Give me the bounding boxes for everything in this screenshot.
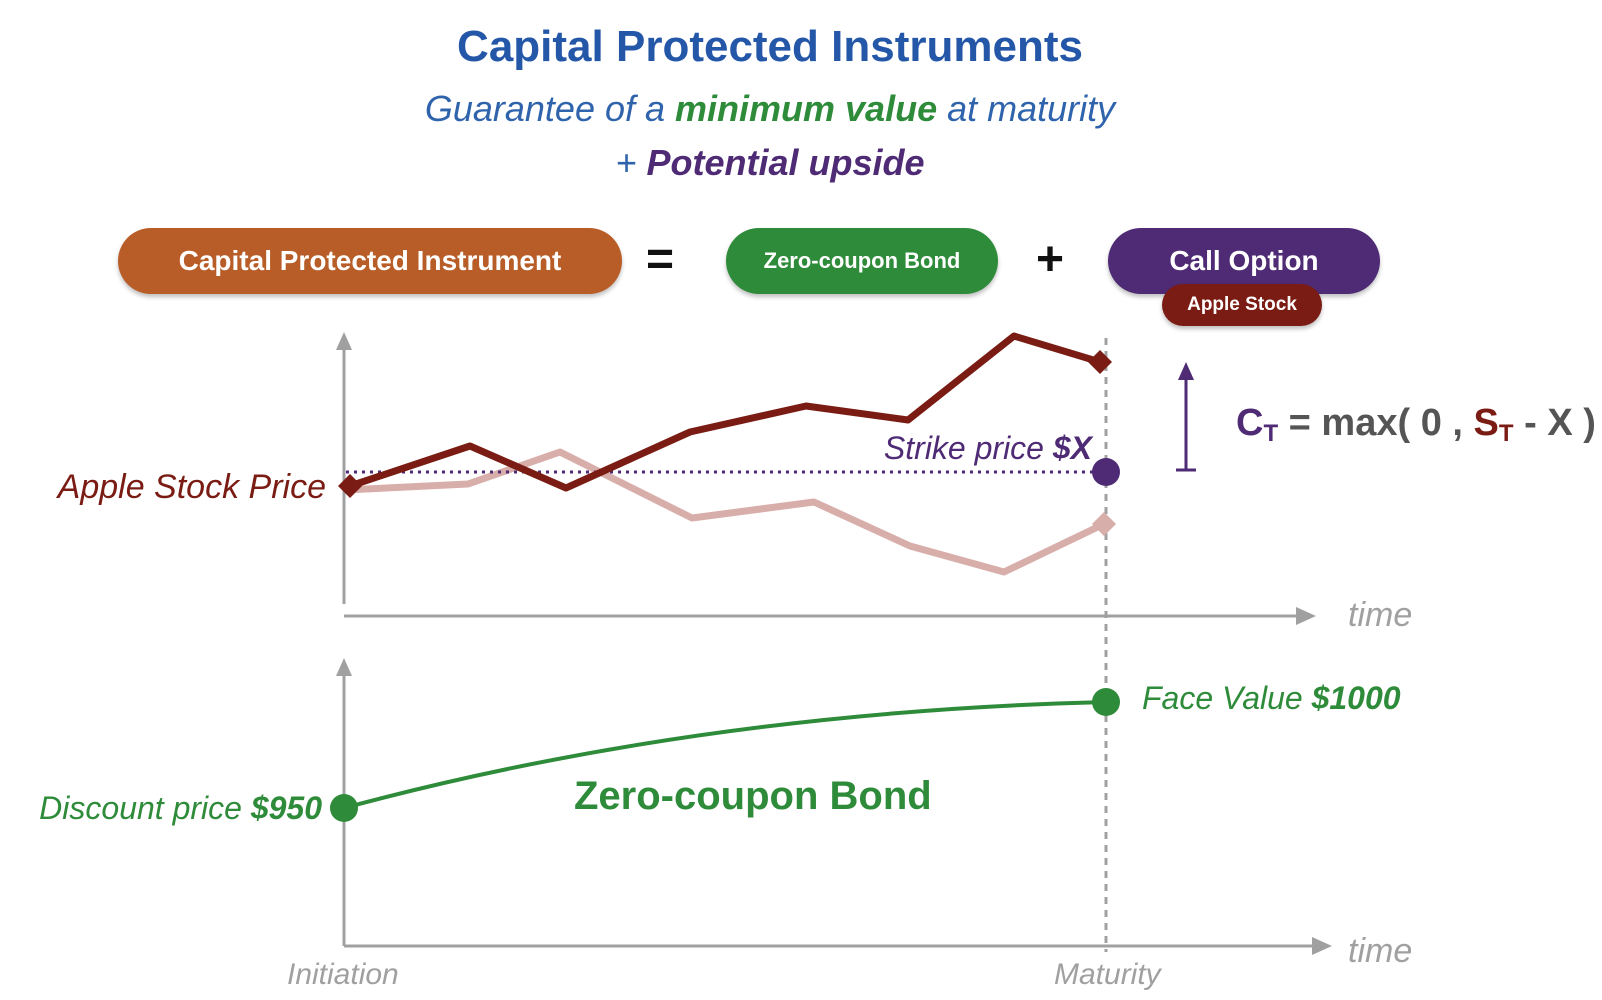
call-option-pill: Call Option — [1108, 228, 1380, 294]
bond-curve — [343, 700, 1107, 810]
bottom-y-axis-arrow — [336, 658, 352, 676]
face-value-label: Face Value $1000 — [1142, 680, 1401, 717]
subtitle-prefix: Guarantee of a — [424, 88, 676, 129]
page-title: Capital Protected Instruments — [457, 22, 1083, 71]
strike-prefix: Strike price — [883, 430, 1053, 466]
time-axis-label-bottom: time — [1348, 932, 1413, 970]
face-value: $1000 — [1311, 680, 1401, 716]
strike-price-label: Strike price $X — [884, 430, 1092, 467]
discount-value: $950 — [250, 790, 322, 826]
formula-c: C — [1236, 402, 1264, 444]
plus-sign: + — [1036, 233, 1065, 286]
strike-point — [1092, 458, 1120, 486]
apple-stock-badge: Apple Stock — [1162, 284, 1322, 326]
stock-start-marker — [338, 474, 362, 498]
subtitle-suffix: at maturity — [937, 88, 1116, 129]
payoff-formula: CT = max( 0 , ST - X ) — [1236, 402, 1596, 448]
bond-start-point — [330, 794, 358, 822]
top-x-axis-arrow — [1296, 607, 1316, 625]
top-y-axis-arrow — [336, 332, 352, 350]
formula-rest: - X ) — [1513, 402, 1596, 444]
subtitle: Guarantee of a minimum value at maturity — [0, 88, 1540, 130]
subtitle2-highlight: Potential upside — [646, 142, 925, 183]
payoff-arrow-head — [1178, 362, 1194, 380]
face-prefix: Face Value — [1142, 680, 1312, 716]
stock-path — [348, 332, 1102, 492]
equals-sign: = — [646, 233, 675, 286]
subtitle-highlight: minimum value — [675, 88, 938, 129]
stock-end-marker — [1088, 350, 1112, 374]
bond-end-point — [1092, 688, 1120, 716]
time-axis-label-top: time — [1348, 596, 1413, 634]
alt-stock-end-marker — [1092, 512, 1116, 536]
cpi-pill: Capital Protected Instrument — [118, 228, 622, 294]
subtitle2-prefix: + — [615, 142, 647, 183]
strike-value: $X — [1052, 430, 1092, 466]
formula-t1: T — [1263, 420, 1279, 447]
formula-s: S — [1473, 402, 1499, 444]
zero-coupon-bond-pill: Zero-coupon Bond — [726, 228, 998, 294]
initiation-label: Initiation — [287, 958, 399, 991]
discount-price-label: Discount price $950 — [39, 790, 322, 827]
formula-t2: T — [1498, 420, 1514, 447]
formula-eq: = max( 0 , — [1278, 402, 1474, 444]
bond-curve-label: Zero-coupon Bond — [574, 774, 932, 818]
alt-stock-path — [345, 448, 1106, 576]
subtitle-upside: + Potential upside — [0, 142, 1540, 184]
discount-prefix: Discount price — [39, 790, 251, 826]
apple-stock-price-label: Apple Stock Price — [57, 468, 326, 506]
maturity-label: Maturity — [1054, 958, 1161, 991]
bottom-x-axis-arrow — [1312, 937, 1332, 955]
